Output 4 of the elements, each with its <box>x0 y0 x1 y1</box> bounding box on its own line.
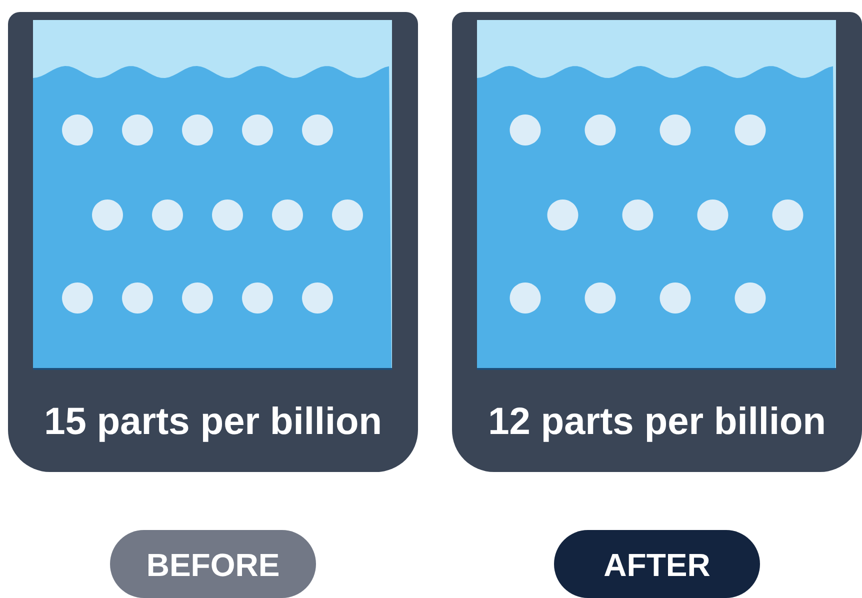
data-label: 15 parts per billion <box>44 401 382 443</box>
data-label: 12 parts per billion <box>488 401 826 443</box>
category-label: AFTER <box>604 547 710 583</box>
category-label: BEFORE <box>146 547 280 583</box>
